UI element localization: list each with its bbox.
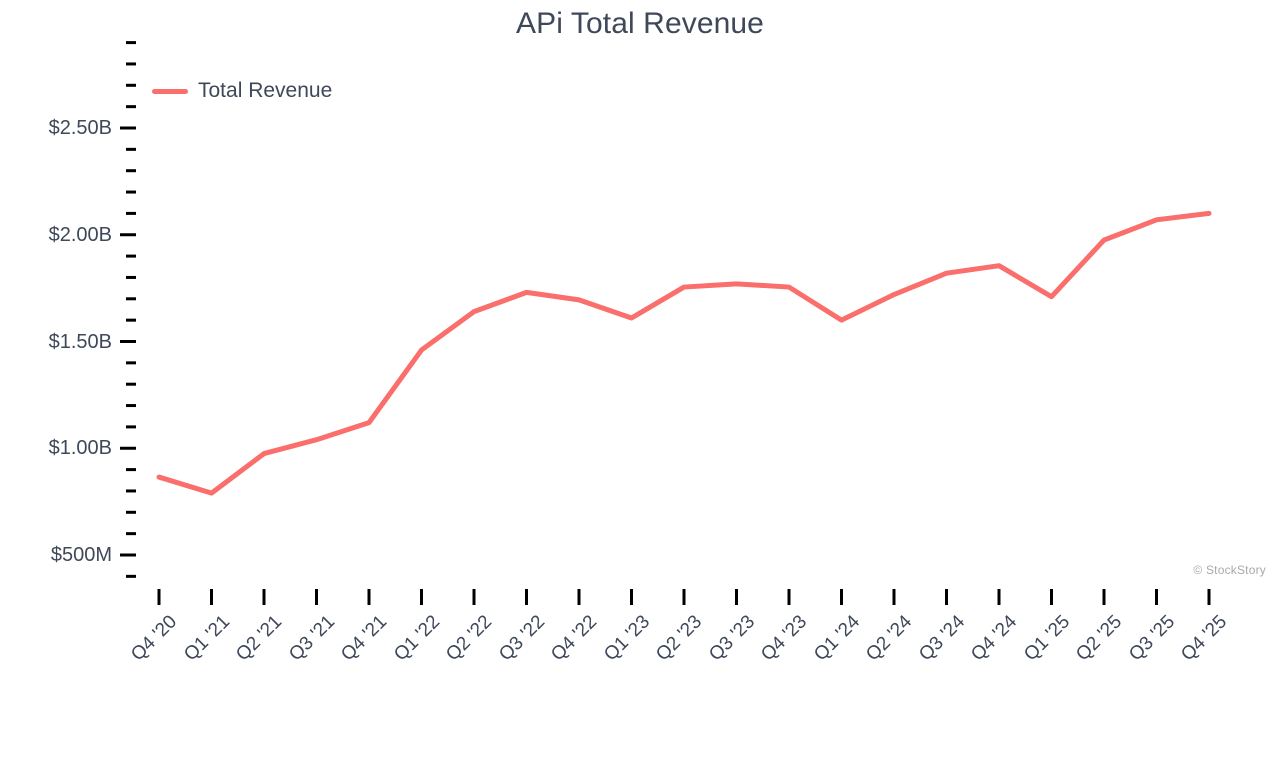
y-axis-tick-label: $2.00B <box>48 223 112 246</box>
data-line-total-revenue <box>156 210 1212 496</box>
chart-svg <box>120 41 1212 605</box>
y-axis-tick-label: $500M <box>50 544 112 566</box>
legend-color-swatch-total-revenue <box>152 88 188 94</box>
plot-area <box>120 41 1212 605</box>
y-axis-labels: $2.50B $2.00B $1.50B $1.00B $500M <box>0 0 112 720</box>
chart-legend: Total Revenue <box>152 78 332 104</box>
y-axis-ticks <box>120 41 136 578</box>
y-axis-tick-label: $2.50B <box>48 117 112 139</box>
watermark: © StockStory <box>1193 563 1266 577</box>
x-axis-ticks <box>157 589 1211 605</box>
page-title: APi Total Revenue <box>516 7 764 40</box>
y-axis-tick-label: $1.00B <box>48 437 112 460</box>
x-axis-labels: Q4 '20 Q1 '21 Q2 '21 Q3 '21 Q4 '21 Q1 '22 Q2 '… <box>127 611 1231 665</box>
y-axis-tick-label: $1.50B <box>48 330 112 353</box>
chart-container: APi Total Revenue Total Revenue $2.50B $2… <box>0 0 1266 720</box>
legend-label-total-revenue: Total Revenue <box>198 79 333 102</box>
